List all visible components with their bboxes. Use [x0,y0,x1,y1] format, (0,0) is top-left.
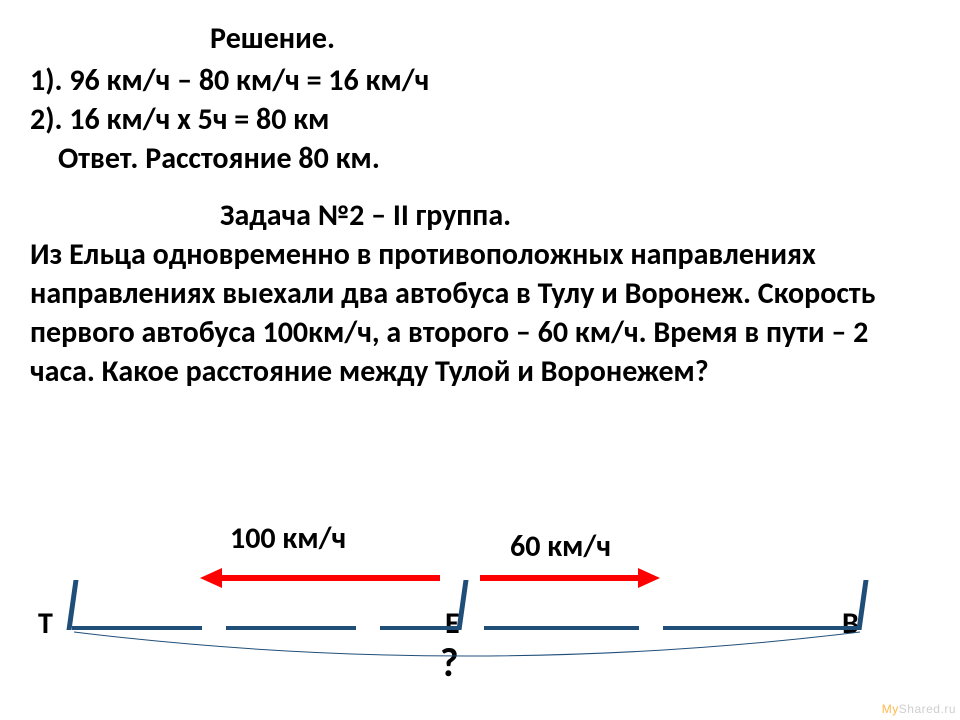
arrow-left-line [218,575,440,581]
solution-step-2: 2). 16 км/ч х 5ч = 80 км [30,100,930,139]
arrow-right-line [480,575,642,581]
solution-answer: Ответ. Расстояние 80 км. [30,139,930,178]
line-segment [380,626,460,630]
line-segment [484,626,639,630]
watermark-prefix: My [882,702,899,716]
slide-content: Решение. 1). 96 км/ч – 80 км/ч = 16 км/ч… [0,0,960,391]
arrow-left-head-icon [200,568,222,588]
arrow-right-head-icon [638,568,660,588]
speed-label-1: 100 км/ч [230,520,346,557]
point-label-t: Т [38,605,53,642]
motion-diagram: 100 км/ч 60 км/ч Т Е В ? [0,520,960,720]
task-body: Из Ельца одновременно в противоположных … [30,235,930,391]
speed-label-2: 60 км/ч [510,528,611,565]
watermark-suffix: Shared [899,702,941,716]
watermark: MyShared.ru [882,702,956,716]
question-mark: ? [440,638,459,687]
tick-mark [66,580,78,630]
task-heading: Задача №2 – II группа. [30,196,930,235]
line-segment [72,626,202,630]
watermark-dot: .ru [940,702,956,716]
line-segment [226,626,356,630]
solution-step-1: 1). 96 км/ч – 80 км/ч = 16 км/ч [30,61,930,100]
distance-curve [0,520,960,720]
solution-heading: Решение. [30,20,930,57]
line-segment [663,626,858,630]
